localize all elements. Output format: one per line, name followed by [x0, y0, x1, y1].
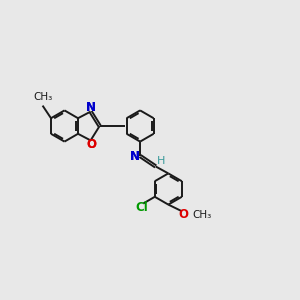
Text: CH₃: CH₃ [193, 210, 212, 220]
Text: Cl: Cl [135, 200, 148, 214]
Text: N: N [130, 150, 140, 163]
FancyBboxPatch shape [87, 141, 94, 148]
Text: N: N [86, 101, 96, 114]
Text: O: O [178, 208, 188, 221]
FancyBboxPatch shape [87, 104, 94, 111]
Text: N: N [86, 101, 96, 114]
Text: O: O [86, 138, 96, 151]
Text: CH₃: CH₃ [33, 92, 52, 102]
Text: O: O [86, 138, 96, 151]
Text: H: H [157, 156, 166, 167]
Text: N: N [130, 150, 140, 163]
FancyBboxPatch shape [132, 153, 139, 160]
